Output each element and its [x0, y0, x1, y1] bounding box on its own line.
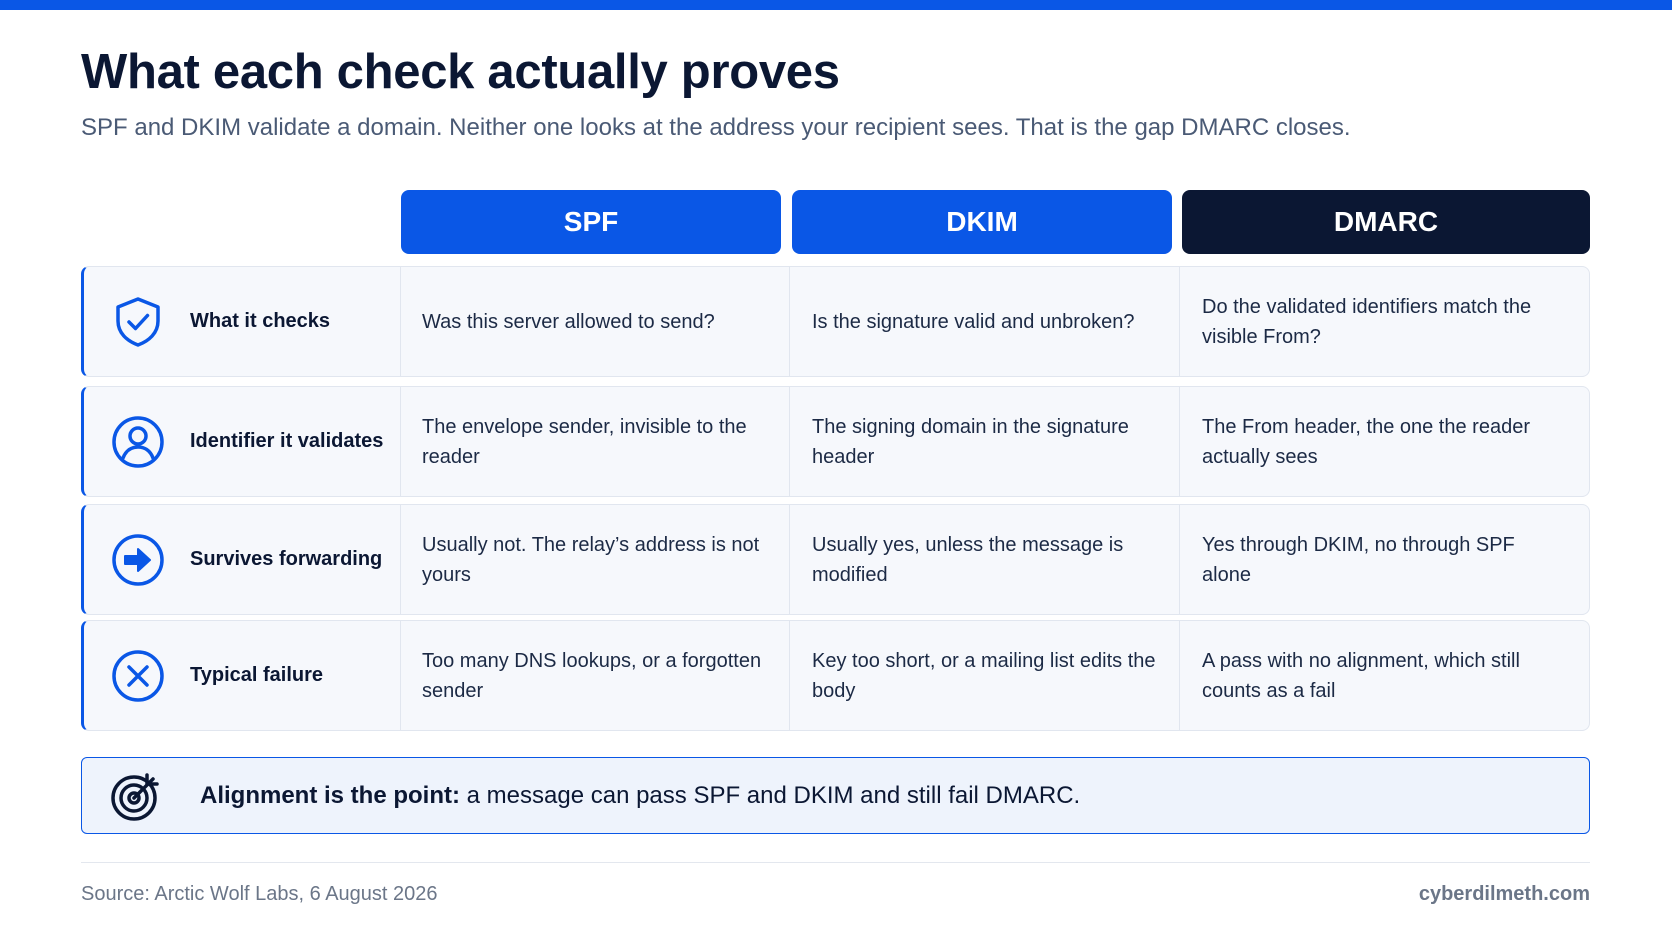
callout-bold: Alignment is the point: [200, 781, 460, 809]
target-icon [109, 769, 163, 823]
column-header-spf: SPF [401, 190, 781, 254]
cell-dmarc: Do the validated identifiers match the v… [1202, 295, 1532, 348]
page-title: What each check actually proves [81, 45, 840, 99]
column-header-dkim: DKIM [792, 190, 1172, 254]
cell-spf: Usually not. The relay’s address is not … [400, 505, 790, 614]
cell-dkim: Key too short, or a mailing list edits t… [790, 621, 1180, 730]
page-subtitle: SPF and DKIM validate a domain. Neither … [81, 114, 1351, 141]
arrow-right-circle-icon [110, 532, 166, 588]
row-label-cell: What it checks [84, 267, 401, 376]
row-label: Survives forwarding [190, 548, 383, 570]
column-header-dmarc: DMARC [1182, 190, 1590, 254]
cell-spf: The envelope sender, invisible to the re… [400, 387, 790, 496]
row-label: What it checks [190, 310, 331, 332]
row-label-cell: Survives forwarding [84, 505, 401, 614]
cell-spf: Was this server allowed to send? [400, 267, 790, 376]
cell-dkim: Is the signature valid and unbroken? [790, 267, 1180, 376]
table-row-what-it-checks: What it checks Was this server allowed t… [81, 266, 1590, 377]
table-row-forwarding: Survives forwarding Usually not. The rel… [81, 504, 1590, 615]
alignment-callout: Alignment is the point: a message can pa… [81, 757, 1590, 834]
row-label: Identifier it validates [190, 430, 384, 452]
table-row-typical-failure: Typical failure Too many DNS lookups, or… [81, 620, 1590, 731]
source-note: Source: Arctic Wolf Labs, 6 August 2026 [81, 883, 438, 905]
cell-dkim: Usually yes, unless the message is modif… [790, 505, 1180, 614]
brand-label: cyberdilmeth.com [1418, 883, 1590, 905]
cell-dmarc: Yes through DKIM, no through SPF alone [1202, 533, 1515, 586]
row-label-cell: Identifier it validates [84, 387, 401, 496]
top-accent-bar [0, 0, 1672, 10]
row-label-cell: Typical failure [84, 621, 401, 730]
shield-check-icon [110, 294, 166, 350]
cell-dkim: The signing domain in the signature head… [790, 387, 1180, 496]
cell-dmarc: A pass with no alignment, which still co… [1202, 649, 1520, 702]
footer-divider [81, 862, 1590, 863]
cell-spf: Too many DNS lookups, or a forgotten sen… [400, 621, 790, 730]
user-icon [110, 414, 166, 470]
cell-dmarc: The From header, the one the reader actu… [1202, 415, 1530, 468]
callout-text: Alignment is the point: a message can pa… [200, 782, 1080, 810]
callout-body: a message can pass SPF and DKIM and stil… [459, 781, 1081, 809]
x-circle-icon [110, 648, 166, 704]
row-label: Typical failure [190, 664, 324, 686]
table-row-identifier: Identifier it validates The envelope sen… [81, 386, 1590, 497]
